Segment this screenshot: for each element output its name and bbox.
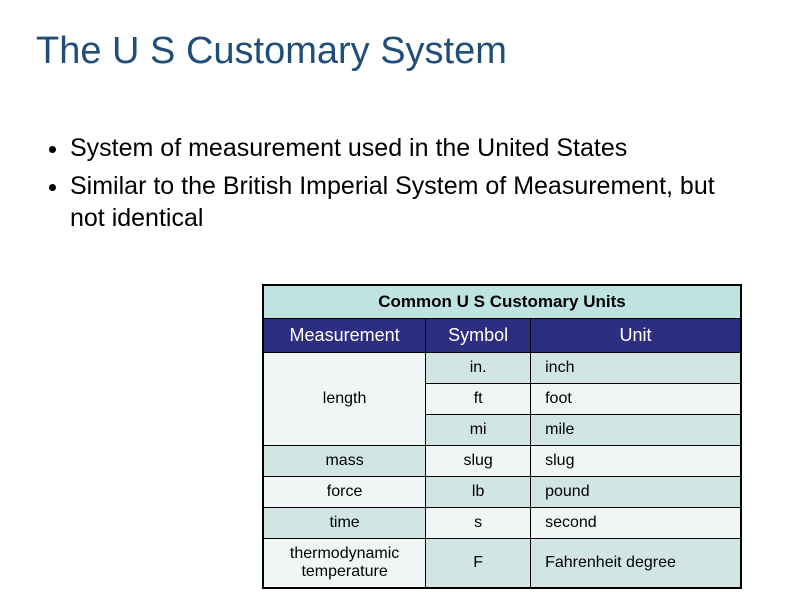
cell-measurement: length: [264, 353, 426, 446]
col-header-symbol: Symbol: [426, 319, 531, 353]
table-row: thermodynamic temperature F Fahrenheit d…: [264, 539, 741, 588]
cell-symbol: lb: [426, 477, 531, 508]
cell-unit: inch: [531, 353, 741, 384]
units-table: Common U S Customary Units Measurement S…: [262, 284, 742, 589]
table-row: length in. inch: [264, 353, 741, 384]
cell-symbol: slug: [426, 446, 531, 477]
cell-unit: Fahrenheit degree: [531, 539, 741, 588]
bullet-item: System of measurement used in the United…: [70, 132, 756, 164]
bullet-item: Similar to the British Imperial System o…: [70, 170, 756, 234]
cell-symbol: mi: [426, 415, 531, 446]
cell-unit: second: [531, 508, 741, 539]
cell-unit: pound: [531, 477, 741, 508]
cell-measurement: force: [264, 477, 426, 508]
cell-symbol: ft: [426, 384, 531, 415]
cell-unit: slug: [531, 446, 741, 477]
table-row: mass slug slug: [264, 446, 741, 477]
bullet-list: System of measurement used in the United…: [36, 132, 756, 240]
cell-symbol: s: [426, 508, 531, 539]
cell-measurement: mass: [264, 446, 426, 477]
cell-unit: mile: [531, 415, 741, 446]
slide-title: The U S Customary System: [36, 30, 507, 73]
cell-unit: foot: [531, 384, 741, 415]
cell-symbol: F: [426, 539, 531, 588]
table-caption: Common U S Customary Units: [264, 286, 741, 319]
col-header-unit: Unit: [531, 319, 741, 353]
table-row: time s second: [264, 508, 741, 539]
cell-measurement: thermodynamic temperature: [264, 539, 426, 588]
table-row: force lb pound: [264, 477, 741, 508]
cell-symbol: in.: [426, 353, 531, 384]
cell-measurement: time: [264, 508, 426, 539]
col-header-measurement: Measurement: [264, 319, 426, 353]
